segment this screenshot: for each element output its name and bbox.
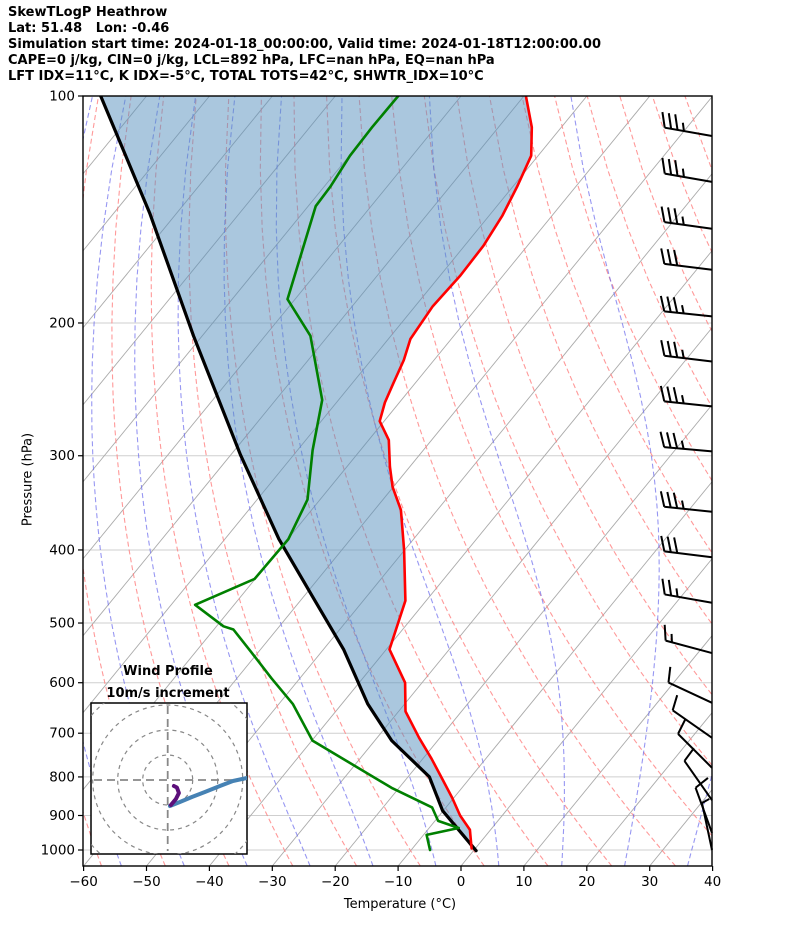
x-tick-label: −40 — [195, 874, 224, 890]
wind-barb — [659, 295, 713, 318]
y-tick-labels: 100 200 300 400 500 600 700 800 900 1000 — [41, 89, 83, 859]
wind-barb — [661, 111, 713, 138]
y-tick-label: 400 — [49, 542, 75, 558]
hodograph-rings — [91, 703, 247, 854]
wind-barb — [661, 157, 713, 183]
hodograph-inset — [90, 702, 248, 855]
y-tick-label: 300 — [49, 448, 75, 464]
wind-barb — [671, 694, 713, 739]
x-tick-label: −10 — [384, 874, 413, 890]
temperature-line — [378, 96, 534, 850]
hodograph-trace-lower — [168, 784, 181, 807]
x-tick-label: 10 — [515, 874, 532, 890]
y-tick-label: 900 — [49, 808, 75, 824]
y-tick-label: 1000 — [41, 843, 75, 859]
y-tick-label: 200 — [49, 315, 75, 331]
wind-barb — [659, 491, 713, 513]
x-tick-label: 40 — [704, 874, 721, 890]
x-tick-labels: −60 −50 −40 −30 −20 −10 0 10 20 30 40 — [69, 866, 721, 890]
x-axis-label: Temperature (°C) — [343, 897, 457, 912]
x-tick-label: −60 — [69, 874, 98, 890]
cape-shading — [100, 96, 532, 851]
x-tick-label: −20 — [321, 874, 350, 890]
wind-barb — [659, 385, 713, 408]
header-indices-1: CAPE=0 j/kg, CIN=0 j/kg, LCL=892 hPa, LF… — [8, 53, 495, 68]
wind-barb — [701, 798, 713, 851]
y-tick-label: 500 — [49, 616, 75, 632]
wind-barb — [661, 578, 713, 604]
hodograph-trace-upper — [167, 776, 247, 808]
chart-header: SkewTLogP Heathrow Lat: 51.48 Lon: -0.46 S… — [8, 5, 601, 85]
y-tick-label: 700 — [49, 726, 75, 742]
wind-barb — [660, 206, 713, 230]
dewpoint-line — [193, 96, 460, 852]
wind-barb — [677, 719, 713, 769]
x-tick-label: 20 — [578, 874, 595, 890]
header-latlon: Lat: 51.48 Lon: -0.46 — [8, 21, 170, 36]
wind-barb — [660, 340, 713, 363]
wind-barb — [659, 431, 713, 453]
x-tick-label: −30 — [258, 874, 287, 890]
wind-barb — [663, 624, 713, 655]
wind-barb — [660, 248, 713, 271]
header-times: Simulation start time: 2024-01-18_00:00:… — [8, 37, 601, 52]
header-indices-2: LFT IDX=11°C, K IDX=-5°C, TOTAL TOTS=42°… — [8, 69, 484, 84]
hodograph-subtitle: 10m/s increment — [106, 686, 230, 701]
y-tick-label: 600 — [49, 675, 75, 691]
x-tick-label: −50 — [132, 874, 161, 890]
x-tick-label: 30 — [641, 874, 658, 890]
y-tick-label: 800 — [49, 769, 75, 785]
wind-barb — [667, 666, 713, 704]
y-tick-label: 100 — [49, 89, 75, 105]
hodograph-title: Wind Profile — [123, 664, 213, 679]
wind-barbs — [659, 111, 713, 851]
wind-barb — [683, 747, 713, 801]
wind-barb — [660, 535, 713, 559]
x-tick-label: 0 — [457, 874, 466, 890]
y-axis-label: Pressure (hPa) — [20, 432, 36, 527]
parcel-line — [99, 96, 478, 853]
header-title: SkewTLogP Heathrow — [8, 5, 168, 20]
